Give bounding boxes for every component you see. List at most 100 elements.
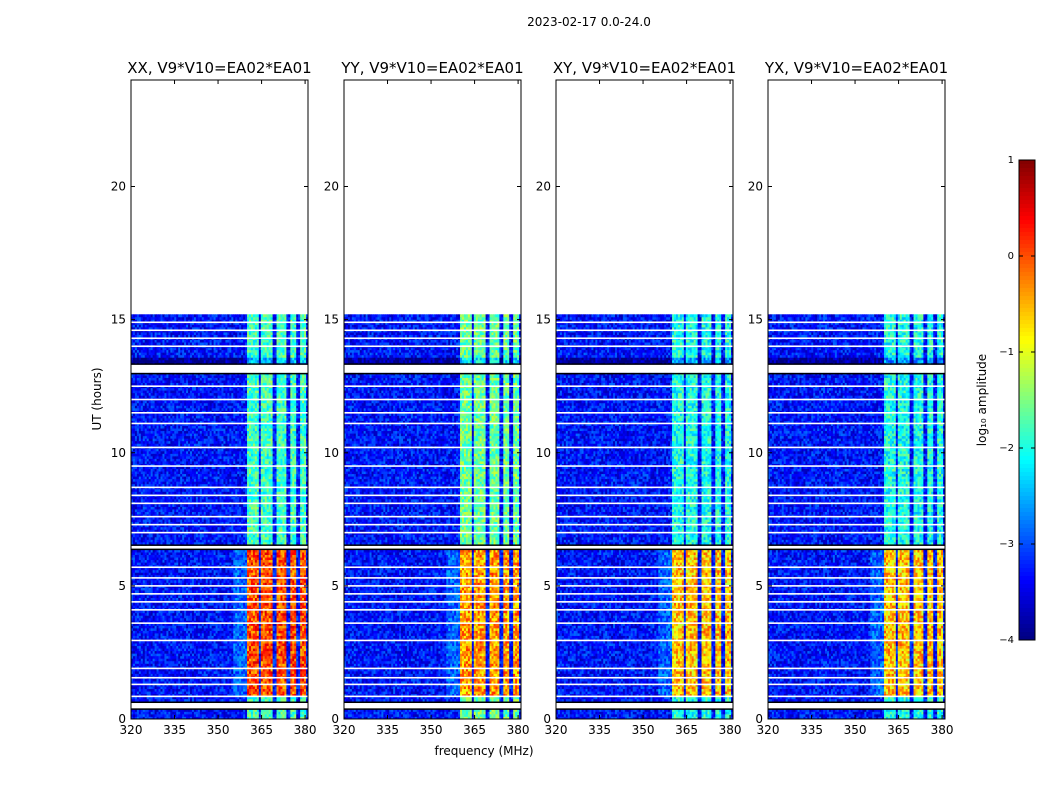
colorbar-segment bbox=[1019, 520, 1035, 525]
colorbar-segment bbox=[1019, 260, 1035, 265]
colorbar-segment bbox=[1019, 236, 1035, 241]
y-tick-label: 5 bbox=[543, 579, 551, 593]
colorbar-segment bbox=[1019, 408, 1035, 413]
colorbar-segment bbox=[1019, 496, 1035, 501]
colorbar-segment bbox=[1019, 488, 1035, 493]
flagged-line bbox=[344, 502, 521, 505]
colorbar-segment bbox=[1019, 276, 1035, 281]
flagged-line bbox=[344, 385, 521, 387]
flagged-line bbox=[344, 531, 521, 534]
colorbar-segment bbox=[1019, 416, 1035, 421]
colorbar-segment bbox=[1019, 424, 1035, 429]
y-tick-label: 10 bbox=[324, 446, 339, 460]
flagged-line bbox=[768, 465, 945, 467]
flagged-line bbox=[768, 523, 945, 526]
colorbar-label: log₁₀ amplitude bbox=[975, 354, 989, 446]
colorbar-segment bbox=[1019, 504, 1035, 509]
flagged-line bbox=[131, 667, 308, 670]
flagged-line bbox=[556, 622, 733, 624]
flagged-line bbox=[131, 593, 308, 595]
panel-title: YY, V9*V10=EA02*EA01 bbox=[340, 59, 523, 77]
x-tick-label: 320 bbox=[333, 723, 356, 737]
flagged-line bbox=[131, 531, 308, 534]
colorbar-segment bbox=[1019, 336, 1035, 341]
panel-frame bbox=[343, 79, 522, 720]
flagged-line bbox=[344, 577, 521, 579]
flagged-line bbox=[131, 422, 308, 425]
flagged-line bbox=[344, 639, 521, 642]
colorbar-segment bbox=[1019, 296, 1035, 301]
flagged-line bbox=[556, 639, 733, 642]
x-tick-label: 335 bbox=[376, 723, 399, 737]
colorbar-segment bbox=[1019, 288, 1035, 293]
colorbar-segment bbox=[1019, 480, 1035, 485]
flagged-line bbox=[131, 398, 308, 401]
colorbar-segment bbox=[1019, 532, 1035, 537]
colorbar-segment bbox=[1019, 188, 1035, 193]
flagged-line bbox=[344, 609, 521, 611]
colorbar-segment bbox=[1019, 400, 1035, 405]
colorbar-segment bbox=[1019, 472, 1035, 477]
flagged-line bbox=[768, 566, 945, 569]
colorbar-segment bbox=[1019, 432, 1035, 437]
flagged-line bbox=[768, 622, 945, 624]
flagged-line bbox=[556, 609, 733, 611]
colorbar-segment bbox=[1019, 368, 1035, 373]
x-tick-label: 335 bbox=[588, 723, 611, 737]
flagged-line bbox=[768, 398, 945, 401]
y-tick-label: 5 bbox=[118, 579, 126, 593]
flagged-line bbox=[131, 465, 308, 467]
y-tick-label: 20 bbox=[748, 180, 763, 194]
colorbar-segment bbox=[1019, 440, 1035, 445]
flagged-line bbox=[344, 695, 521, 698]
x-tick-label: 320 bbox=[757, 723, 780, 737]
colorbar-tick-label: 0 bbox=[1008, 251, 1014, 262]
flagged-line bbox=[768, 385, 945, 387]
flagged-line bbox=[131, 566, 308, 569]
colorbar-segment bbox=[1019, 312, 1035, 317]
flagged-line bbox=[556, 337, 733, 340]
x-tick-label: 365 bbox=[887, 723, 910, 737]
colorbar-segment bbox=[1019, 184, 1035, 189]
flagged-line bbox=[344, 398, 521, 401]
flagged-line bbox=[556, 683, 733, 686]
colorbar-segment bbox=[1019, 616, 1035, 621]
x-tick-label: 350 bbox=[420, 723, 443, 737]
colorbar-segment bbox=[1019, 536, 1035, 541]
flagged-line bbox=[556, 695, 733, 698]
flagged-line bbox=[131, 321, 308, 324]
colorbar-segment bbox=[1019, 632, 1035, 637]
flagged-line bbox=[768, 329, 945, 332]
flagged-line bbox=[556, 329, 733, 332]
colorbar-segment bbox=[1019, 244, 1035, 249]
flagged-line bbox=[344, 337, 521, 340]
colorbar-segment bbox=[1019, 376, 1035, 381]
colorbar-segment bbox=[1019, 320, 1035, 325]
flagged-line bbox=[556, 494, 733, 497]
flagged-line bbox=[556, 577, 733, 579]
colorbar-segment bbox=[1019, 636, 1035, 641]
colorbar-segment bbox=[1019, 332, 1035, 337]
colorbar-segment bbox=[1019, 384, 1035, 389]
y-tick-label: 15 bbox=[536, 313, 551, 327]
flagged-line bbox=[556, 398, 733, 401]
colorbar-segment bbox=[1019, 544, 1035, 549]
y-tick-label: 5 bbox=[331, 579, 339, 593]
colorbar-segment bbox=[1019, 592, 1035, 597]
flagged-line bbox=[131, 523, 308, 526]
colorbar-segment bbox=[1019, 560, 1035, 565]
flagged-line bbox=[768, 531, 945, 534]
flagged-line bbox=[768, 515, 945, 518]
colorbar-segment bbox=[1019, 420, 1035, 425]
x-tick-label: 320 bbox=[545, 723, 568, 737]
y-axis-label: UT (hours) bbox=[90, 367, 104, 430]
flagged-line bbox=[556, 676, 733, 679]
flagged-line bbox=[556, 465, 733, 467]
flagged-line bbox=[768, 577, 945, 579]
colorbar-segment bbox=[1019, 372, 1035, 377]
flagged-line bbox=[768, 321, 945, 324]
flagged-line bbox=[131, 676, 308, 679]
colorbar-segment bbox=[1019, 172, 1035, 177]
flagged-line bbox=[131, 515, 308, 518]
colorbar-segment bbox=[1019, 508, 1035, 513]
